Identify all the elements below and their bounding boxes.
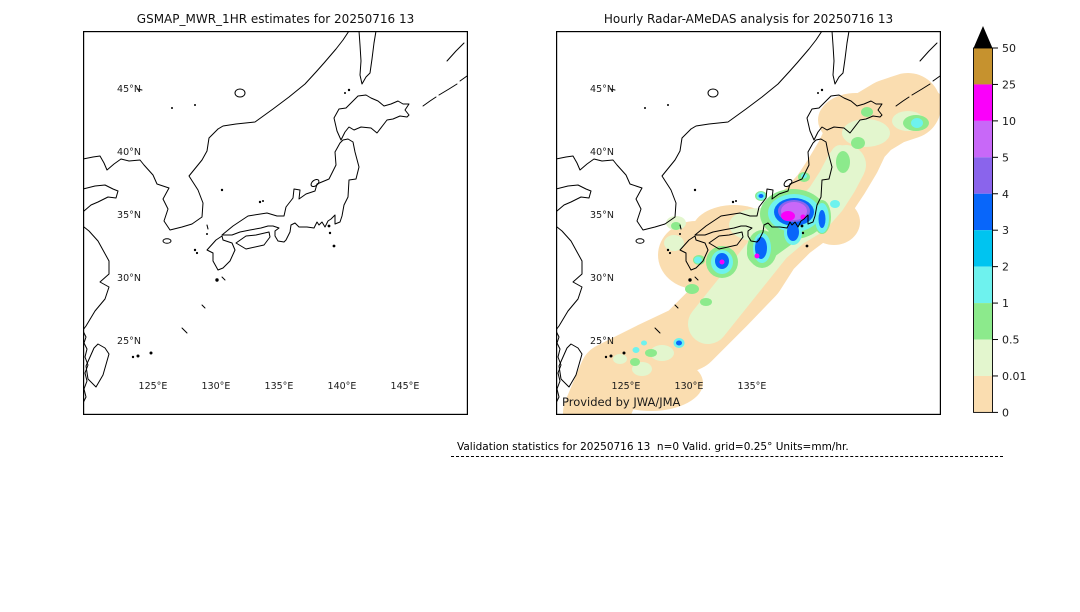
- colorbar-overflow-triangle: [973, 25, 993, 49]
- lon-label: 145°E: [391, 381, 420, 392]
- lon-label: 135°E: [265, 381, 294, 392]
- svg-text:50: 50: [1002, 42, 1016, 55]
- lat-label: 45°N: [590, 84, 614, 95]
- svg-text:2: 2: [1002, 261, 1009, 274]
- colorbar-segments: [973, 48, 993, 413]
- colorbar-tick-labels: 50 25 10 5 4 3 2 1 0.5 0.01 0: [1002, 42, 1027, 419]
- lat-label: 35°N: [590, 210, 614, 221]
- left-panel-title: GSMAP_MWR_1HR estimates for 20250716 13: [136, 12, 415, 26]
- svg-text:3: 3: [1002, 224, 1009, 237]
- svg-text:4: 4: [1002, 188, 1009, 201]
- lat-label: 30°N: [117, 273, 141, 284]
- lat-label: 25°N: [590, 336, 614, 347]
- right-map-frame: [556, 31, 941, 415]
- svg-text:1: 1: [1002, 297, 1009, 310]
- svg-text:10: 10: [1002, 115, 1016, 128]
- data-credit: Provided by JWA/JMA: [562, 395, 681, 409]
- left-map-frame: [83, 31, 468, 415]
- lat-label: 40°N: [590, 147, 614, 158]
- lon-label: 125°E: [139, 381, 168, 392]
- svg-text:5: 5: [1002, 151, 1009, 164]
- svg-text:25: 25: [1002, 78, 1016, 91]
- precipitation-colorbar: 50 25 10 5 4 3 2 1 0.5 0.01 0: [973, 25, 1027, 419]
- left-map-lon-labels: 125°E 130°E 135°E 140°E 145°E: [139, 381, 420, 392]
- validation-statistics-note: Validation statistics for 20250716 13 n=…: [451, 441, 1003, 457]
- lat-label: 35°N: [117, 210, 141, 221]
- lat-label: 30°N: [590, 273, 614, 284]
- right-map-lon-labels: 125°E 130°E 135°E: [612, 381, 767, 392]
- lat-label: 45°N: [117, 84, 141, 95]
- lat-label: 25°N: [117, 336, 141, 347]
- radar-amedas-map-panel: 45°N 40°N 35°N 30°N 25°N 125°E 130°E 135…: [556, 31, 941, 415]
- right-panel-title: Hourly Radar-AMeDAS analysis for 2025071…: [603, 12, 894, 26]
- lon-label: 130°E: [202, 381, 231, 392]
- lon-label: 130°E: [675, 381, 704, 392]
- colorbar-ticks: [992, 47, 998, 413]
- left-map-lat-labels: 45°N 40°N 35°N 30°N 25°N: [117, 84, 141, 347]
- gsmap-map-panel: 45°N 40°N 35°N 30°N 25°N 125°E 130°E 135…: [83, 31, 468, 415]
- lon-label: 140°E: [328, 381, 357, 392]
- right-map-lat-labels: 45°N 40°N 35°N 30°N 25°N: [590, 84, 614, 347]
- svg-text:0.01: 0.01: [1002, 370, 1027, 383]
- svg-text:0.5: 0.5: [1002, 334, 1020, 347]
- svg-text:0: 0: [1002, 406, 1009, 419]
- lon-label: 135°E: [738, 381, 767, 392]
- lon-label: 125°E: [612, 381, 641, 392]
- lat-label: 40°N: [117, 147, 141, 158]
